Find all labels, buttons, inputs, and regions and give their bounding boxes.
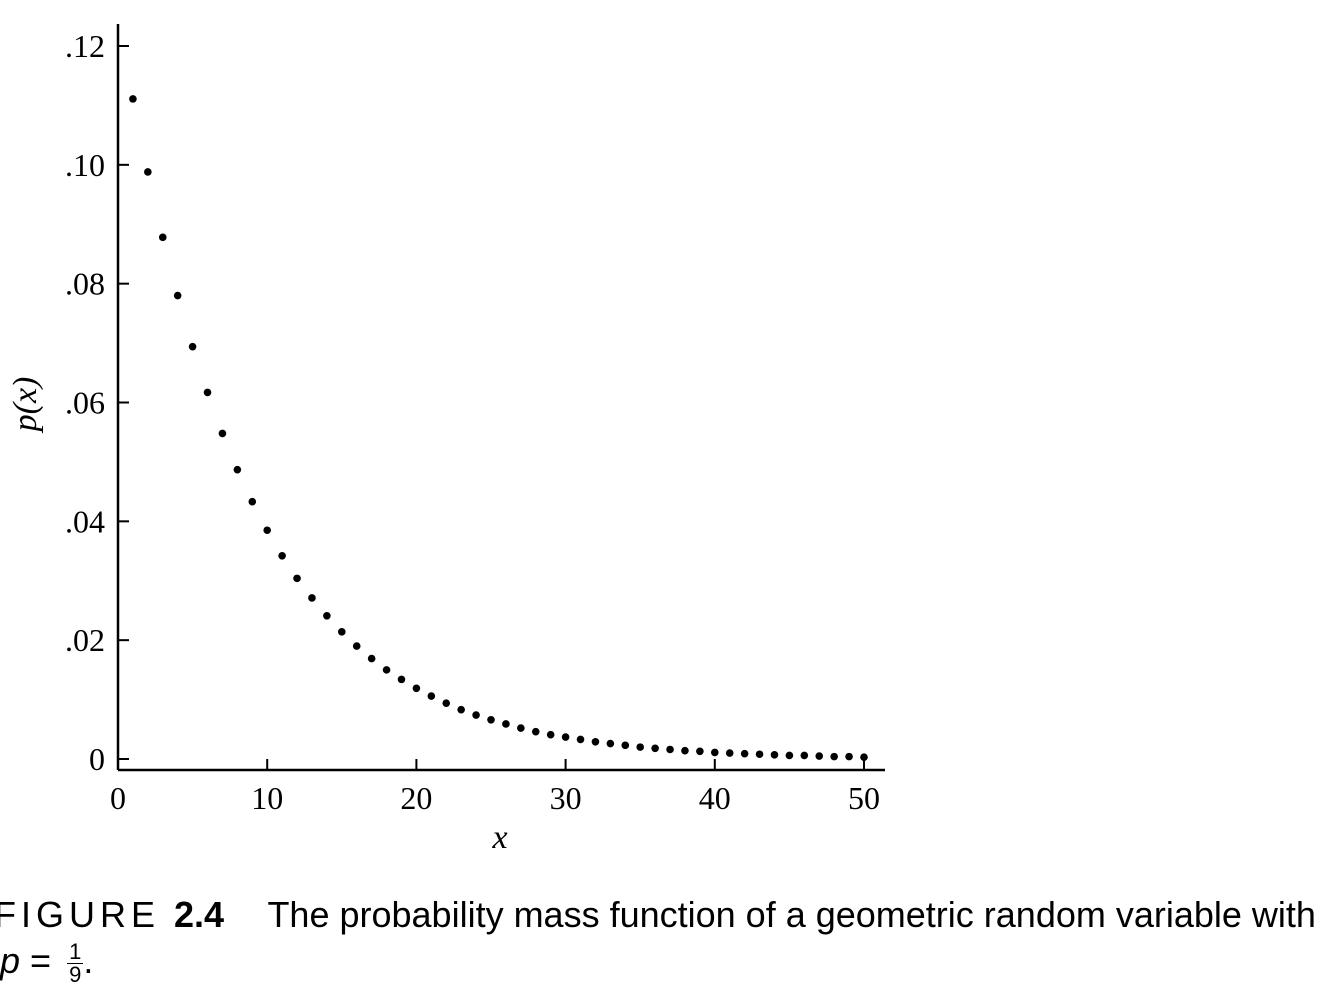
y-tick-label: .02 [65,622,105,658]
data-point [203,388,212,397]
data-points [129,95,868,762]
caption-fraction-denominator: 9 [69,961,82,987]
x-tick-label: 20 [400,780,432,816]
data-point [352,642,361,650]
data-point [561,733,570,741]
y-tick-label: .08 [65,266,105,302]
y-axis-title: p(x) [7,377,44,434]
data-point [308,594,316,602]
data-point [173,291,182,300]
caption-formula-equals: = [20,940,62,981]
figure-caption: FIGURE 2.4 The probability mass function… [0,892,1334,986]
data-point [546,730,555,739]
data-point [815,752,824,760]
data-point [367,654,376,663]
x-tick-label: 0 [110,780,126,816]
x-tick-label: 50 [848,780,880,816]
caption-figure-word: FIGURE [0,894,161,935]
data-point [487,715,495,724]
caption-fraction-numerator: 1 [67,938,84,964]
x-axis-title: x [491,819,507,856]
data-point [666,745,674,754]
data-point [651,744,659,753]
data-point [158,233,167,242]
data-point [188,342,197,351]
data-point [681,746,689,755]
data-point [233,465,242,474]
data-point [293,574,301,583]
data-point [845,752,853,761]
data-point [263,526,272,535]
caption-formula-variable: p [0,940,21,981]
y-tick-label: 0 [89,741,105,777]
chart: 0 10 20 30 40 50 0 .02 .04 .06 .08 .10 .12 x p(x) [7,24,885,856]
y-tick-label: .06 [65,385,105,421]
data-point [248,497,257,506]
data-point [725,749,734,757]
y-tick-label: .10 [65,147,105,183]
data-point [576,735,585,744]
x-tick-label: 30 [550,780,582,816]
data-point [800,751,809,760]
data-point [218,429,227,438]
data-point [636,743,644,751]
data-point [502,720,510,728]
data-point [860,753,868,762]
data-point [696,747,704,756]
caption-formula-end: . [83,940,94,981]
data-point [755,750,764,759]
caption-text: The probability mass function of a geome… [267,894,1316,935]
data-point [517,724,525,732]
data-point [323,612,331,620]
data-point [338,628,346,636]
data-point [531,727,540,736]
data-point [397,675,406,684]
caption-figure-number: 2.4 [174,894,225,935]
data-point [591,737,600,746]
data-point [457,705,465,714]
data-point [382,666,391,674]
data-point [144,168,152,176]
data-point [606,739,615,748]
data-point [427,692,436,700]
y-tick-label: .12 [65,28,105,64]
axes: 0 10 20 30 40 50 0 .02 .04 .06 .08 .10 .12 x p(x) [7,24,885,856]
data-point [442,699,451,707]
data-point [770,751,779,759]
data-point [621,741,630,750]
data-point [711,748,719,757]
data-point [129,95,137,103]
data-point [740,749,749,758]
data-point [412,684,421,693]
x-tick-label: 40 [699,780,731,816]
x-tick-label: 10 [251,780,283,816]
data-point [278,551,286,560]
data-point [472,711,480,719]
data-point [830,752,838,761]
data-point [785,751,794,760]
y-tick-label: .04 [65,503,105,539]
